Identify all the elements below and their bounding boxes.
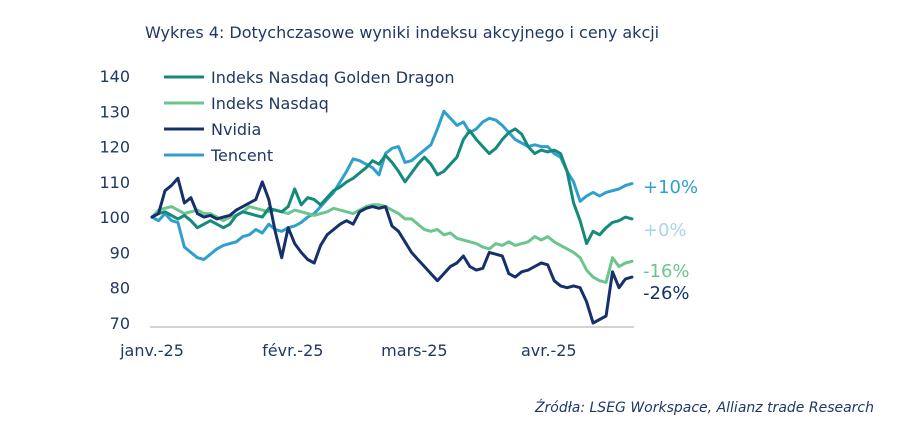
legend-label: Tencent <box>210 146 273 165</box>
x-tick-label: janv.-25 <box>119 341 184 360</box>
source-note: Źródła: LSEG Workspace, Allianz trade Re… <box>534 400 874 416</box>
y-tick-label: 110 <box>99 173 130 192</box>
end-labels: +0% -16%-26% +10% <box>643 177 698 304</box>
y-tick-label: 80 <box>110 279 130 298</box>
series-line-nvidia <box>150 176 634 325</box>
legend-label: Indeks Nasdaq <box>211 94 329 113</box>
end-value-label: +0% <box>643 220 687 241</box>
y-tick-label: 70 <box>110 314 130 333</box>
chart-title: Wykres 4: Dotychczasowe wyniki indeksu a… <box>145 23 660 42</box>
series-lines <box>150 109 634 325</box>
x-tick-label: févr.-25 <box>262 341 323 360</box>
end-value-label: -16% <box>643 261 690 282</box>
legend-label: Nvidia <box>211 120 261 139</box>
y-tick-label: 120 <box>99 138 130 157</box>
end-value-label: -26% <box>643 283 690 304</box>
x-tick-label: mars-25 <box>381 341 447 360</box>
y-tick-label: 130 <box>99 102 130 121</box>
x-axis: janv.-25 févr.-25 mars-25 avr.-25 <box>119 326 634 360</box>
end-value-label: +10% <box>643 177 698 198</box>
x-tick-label: avr.-25 <box>521 341 577 360</box>
y-tick-label: 140 <box>99 67 130 86</box>
y-axis: 70 80 90 100 110 120 130 140 <box>99 67 130 333</box>
series-line-indeks-nasdaq <box>150 203 634 284</box>
legend: Indeks Nasdaq Golden Dragon Indeks Nasdaq… <box>164 68 455 165</box>
y-tick-label: 90 <box>110 243 130 262</box>
legend-label: Indeks Nasdaq Golden Dragon <box>211 68 455 87</box>
series-line-indeks-nasdaq-golden-dragon <box>150 127 634 246</box>
y-tick-label: 100 <box>99 208 130 227</box>
